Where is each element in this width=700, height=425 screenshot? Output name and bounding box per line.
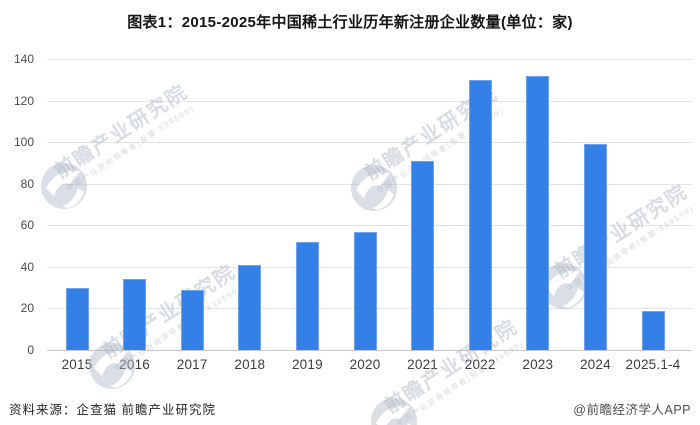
y-tick-label: 140 [13, 52, 34, 66]
x-tick-label: 2023 [522, 357, 554, 372]
bar-2015 [65, 287, 89, 350]
gridline [47, 142, 692, 144]
bar-2020 [353, 231, 377, 350]
y-tick-label: 80 [20, 176, 34, 191]
y-tick-label: 120 [13, 93, 34, 108]
y-axis: 0 20 40 60 80 100 120 140 [0, 52, 40, 357]
y-tick-label: 0 [27, 343, 34, 357]
x-tick-label: 2015 [61, 357, 93, 372]
bar-2018 [238, 264, 262, 350]
x-axis: 2015 2016 2017 2018 2019 2020 2021 2022 2023 2024… [48, 357, 700, 377]
bar-2023 [526, 75, 550, 350]
bar-2025.1-4 [641, 310, 665, 350]
x-tick-label: 2019 [291, 357, 323, 372]
y-tick-label: 60 [20, 218, 34, 233]
x-tick-label: 2025.1-4 [625, 357, 681, 372]
bar-2022 [468, 79, 492, 350]
bar-2016 [123, 279, 147, 350]
x-tick-label: 2024 [579, 357, 611, 372]
gridline [47, 100, 692, 102]
bar-2019 [295, 241, 319, 350]
x-tick-label: 2018 [234, 357, 266, 372]
plot-area [47, 59, 692, 351]
bar-2017 [180, 289, 204, 350]
x-tick-label: 2022 [464, 357, 496, 372]
y-tick-label: 40 [20, 259, 34, 274]
y-tick-label: 20 [20, 301, 34, 316]
x-tick-label: 2017 [176, 357, 208, 372]
data-source-note: 资料来源：企查猫 前瞻产业研究院 [9, 403, 216, 417]
gridline [47, 59, 692, 60]
qianzhan-logo-icon [371, 398, 417, 425]
gridline [47, 225, 692, 227]
x-axis-line [47, 350, 692, 351]
y-tick-label: 100 [13, 135, 34, 150]
app-credit-note: @前瞻经济学人APP [573, 403, 691, 417]
x-tick-label: 2021 [407, 357, 439, 372]
bar-2024 [583, 144, 607, 350]
bar-2021 [411, 160, 435, 350]
x-tick-label: 2020 [349, 357, 381, 372]
chart-title: 图表1：2015-2025年中国稀土行业历年新注册企业数量(单位：家) [127, 14, 573, 31]
